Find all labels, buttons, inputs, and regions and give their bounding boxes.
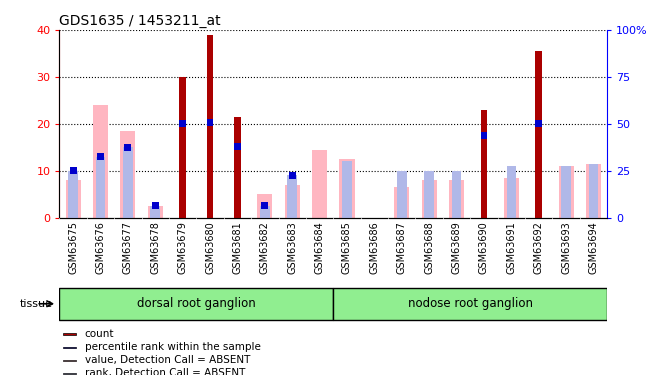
Bar [180, 77, 186, 218]
Bar [480, 110, 487, 218]
Bar [342, 161, 352, 218]
Text: GSM63684: GSM63684 [315, 221, 325, 274]
Bar [97, 153, 104, 160]
Bar [63, 333, 76, 334]
Text: GDS1635 / 1453211_at: GDS1635 / 1453211_at [59, 13, 221, 28]
Bar [152, 202, 158, 209]
Bar [504, 178, 519, 218]
Text: GSM63693: GSM63693 [561, 221, 571, 274]
Text: GSM63686: GSM63686 [370, 221, 379, 274]
Text: GSM63685: GSM63685 [342, 221, 352, 274]
Bar [70, 167, 77, 174]
Bar [207, 35, 213, 218]
Bar [148, 206, 163, 218]
Text: GSM63692: GSM63692 [534, 221, 544, 274]
Bar [451, 171, 461, 217]
Bar [93, 105, 108, 218]
Bar [257, 194, 273, 217]
Bar [312, 150, 327, 217]
Text: GSM63689: GSM63689 [451, 221, 461, 274]
Text: GSM63679: GSM63679 [178, 221, 187, 274]
Bar [68, 171, 78, 217]
Bar [59, 288, 333, 320]
Bar [535, 51, 542, 217]
Bar [150, 206, 160, 218]
Bar [333, 288, 607, 320]
Bar [480, 132, 487, 139]
Bar [234, 117, 241, 218]
Text: GSM63694: GSM63694 [589, 221, 599, 274]
Text: GSM63682: GSM63682 [260, 221, 270, 274]
Bar [397, 171, 407, 217]
Bar [120, 131, 135, 218]
Text: GSM63691: GSM63691 [506, 221, 516, 274]
Bar [65, 180, 81, 218]
Bar [180, 120, 186, 127]
Text: GSM63680: GSM63680 [205, 221, 215, 274]
Bar [123, 147, 133, 218]
Text: GSM63675: GSM63675 [68, 221, 78, 274]
Bar [424, 171, 434, 217]
Bar [284, 185, 300, 218]
Text: tissue: tissue [20, 299, 53, 309]
Bar [394, 187, 409, 218]
Text: GSM63676: GSM63676 [96, 221, 106, 274]
Text: GSM63683: GSM63683 [287, 221, 297, 274]
Bar [96, 157, 106, 218]
Bar [287, 176, 297, 217]
Text: count: count [84, 329, 114, 339]
Bar [125, 144, 131, 151]
Text: dorsal root ganglion: dorsal root ganglion [137, 297, 255, 310]
Bar [589, 164, 599, 218]
Bar [63, 360, 76, 361]
Text: rank, Detection Call = ABSENT: rank, Detection Call = ABSENT [84, 368, 245, 375]
Text: value, Detection Call = ABSENT: value, Detection Call = ABSENT [84, 355, 250, 365]
Bar [586, 164, 601, 218]
Bar [449, 180, 464, 218]
Bar [234, 143, 241, 150]
Bar [339, 159, 354, 218]
Bar [207, 119, 213, 126]
Text: nodose root ganglion: nodose root ganglion [408, 297, 533, 310]
Bar [261, 202, 268, 209]
Text: percentile rank within the sample: percentile rank within the sample [84, 342, 261, 352]
Bar [289, 172, 296, 179]
Bar [558, 166, 574, 218]
Bar [561, 166, 571, 218]
Bar [63, 373, 76, 374]
Text: GSM63690: GSM63690 [479, 221, 489, 274]
Text: GSM63677: GSM63677 [123, 221, 133, 274]
Bar [422, 180, 437, 218]
Text: GSM63681: GSM63681 [232, 221, 242, 274]
Bar [535, 120, 542, 127]
Text: GSM63678: GSM63678 [150, 221, 160, 274]
Bar [260, 206, 270, 218]
Text: GSM63687: GSM63687 [397, 221, 407, 274]
Text: GSM63688: GSM63688 [424, 221, 434, 274]
Bar [63, 346, 76, 348]
Bar [506, 166, 516, 218]
